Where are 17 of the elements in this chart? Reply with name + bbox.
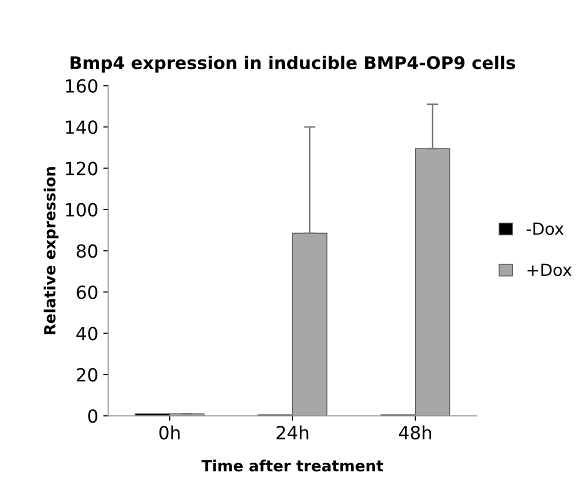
y-tick-label: 60 <box>76 285 98 300</box>
legend-label: -Dox <box>526 222 564 236</box>
x-tick-label: 0h <box>159 426 180 440</box>
y-axis-title: Relative expression <box>44 167 58 334</box>
legend-label: +Dox <box>528 264 572 276</box>
y-tick-label: 160 <box>66 79 98 93</box>
y-tick-label: 140 <box>66 120 98 134</box>
y-tick-label: 100 <box>66 202 98 217</box>
y-tick-label: 40 <box>76 326 98 340</box>
y-tick-label: 0 <box>88 409 98 423</box>
x-axis-title: Time after treatment <box>202 460 384 472</box>
y-tick-label: 80 <box>76 244 98 258</box>
chart-title: Bmp4 expression in inducible BMP4-OP9 cells <box>70 56 516 73</box>
x-tick-label: 24h <box>276 426 308 440</box>
y-tick-label: 120 <box>66 162 98 176</box>
y-tick-label: 20 <box>76 368 98 382</box>
x-tick-label: 48h <box>399 426 432 440</box>
